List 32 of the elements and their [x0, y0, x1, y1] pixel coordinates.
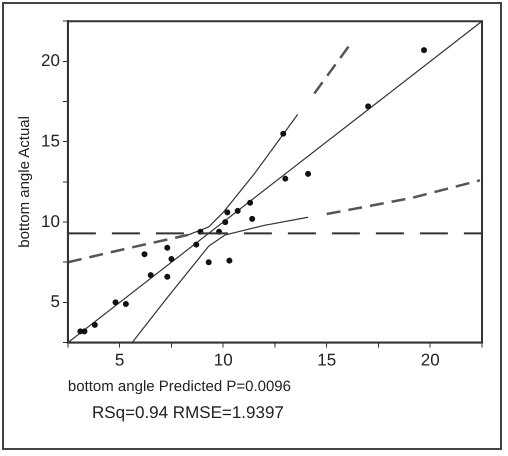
point [365, 103, 372, 110]
point [168, 256, 174, 262]
x-tick-label: 5 [114, 350, 124, 370]
point [148, 272, 154, 278]
point [280, 130, 286, 137]
point [193, 242, 200, 248]
x-axis-title: bottom angle Predicted P=0.0096 [68, 378, 291, 396]
point [226, 258, 232, 264]
point [247, 200, 254, 206]
point [222, 219, 228, 226]
y-tick-label: 20 [40, 51, 60, 70]
point [282, 176, 288, 182]
point [249, 216, 256, 222]
point [164, 244, 170, 251]
x-tick-label: 20 [420, 350, 440, 370]
point [92, 322, 98, 328]
point [206, 259, 212, 266]
point [234, 208, 241, 214]
point [122, 301, 129, 308]
point [421, 47, 428, 54]
point [305, 170, 312, 177]
x-tick-label: 15 [317, 350, 336, 370]
x-tick-label: 10 [214, 350, 233, 370]
point [142, 251, 148, 258]
y-axis-title: bottom angle Actual [16, 116, 34, 248]
point [164, 274, 170, 280]
y-tick-label: 15 [40, 131, 60, 150]
y-tick-label: 10 [40, 212, 60, 231]
y-tick-label: 5 [50, 292, 60, 312]
point [112, 299, 119, 306]
text: RSq=0.94 RMSE=1.9397 [92, 402, 284, 424]
point [224, 209, 230, 216]
